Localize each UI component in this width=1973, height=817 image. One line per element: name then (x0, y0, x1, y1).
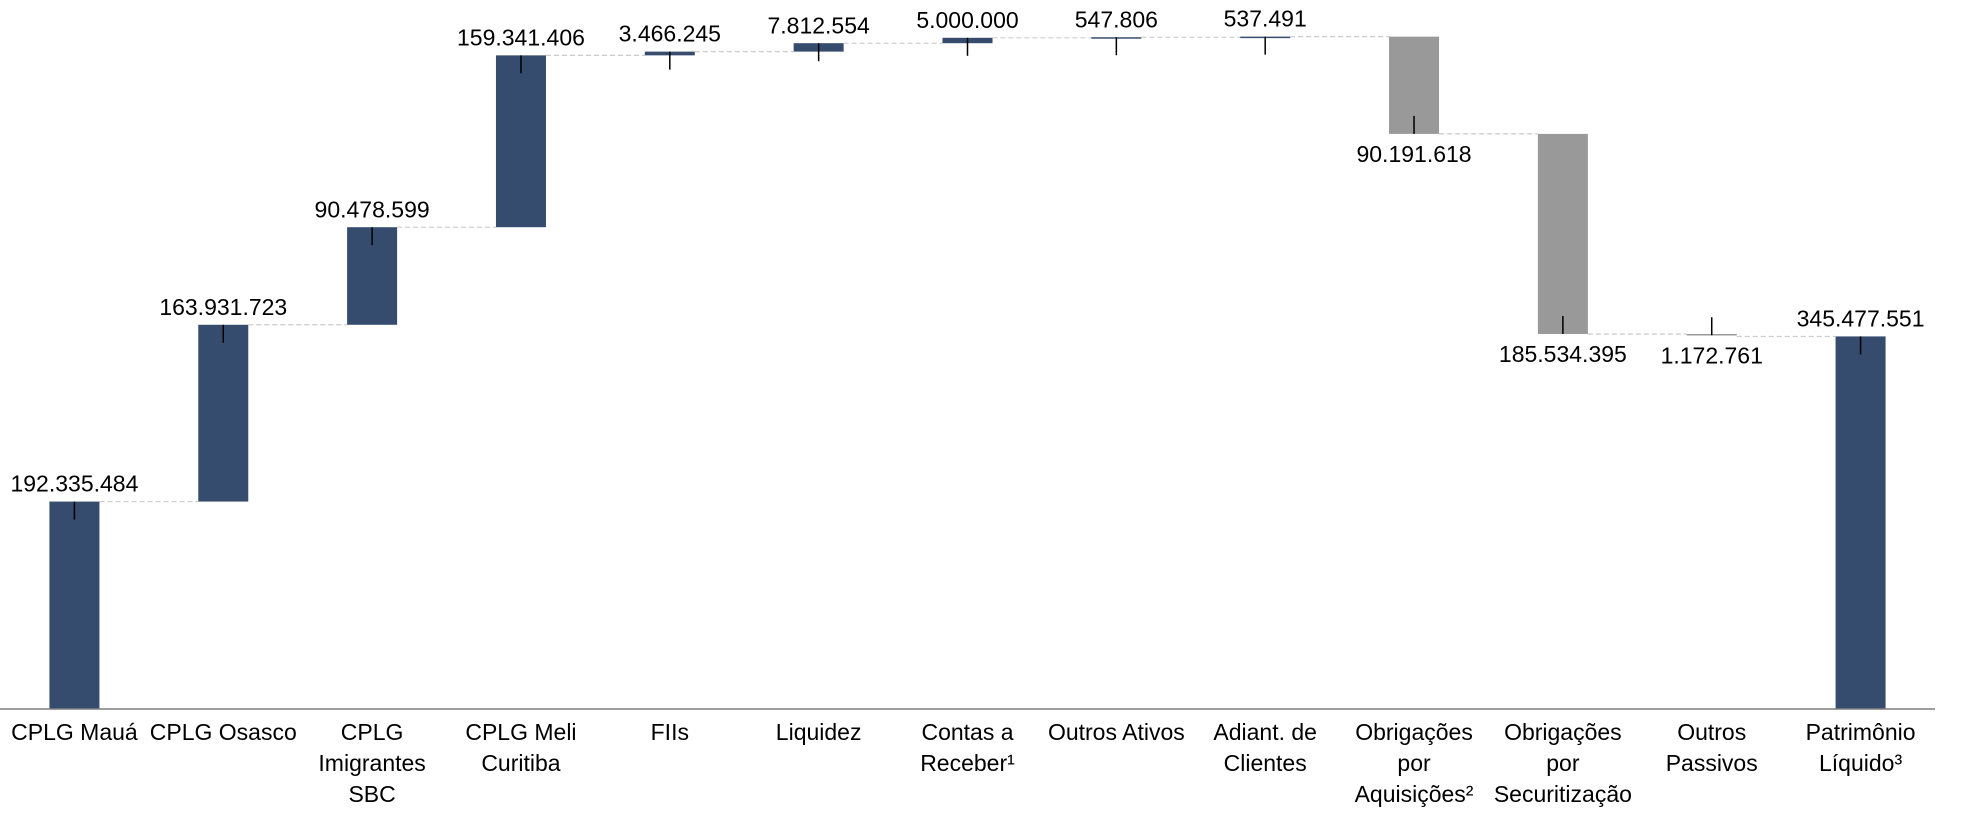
bar (1537, 133, 1588, 334)
value-label: 345.477.551 (1797, 305, 1925, 331)
x-tick-label: CPLG Meli Curitiba (465, 719, 577, 776)
value-label: 1.172.761 (1661, 342, 1763, 368)
value-label: 159.341.406 (457, 24, 585, 50)
x-tick-label: FIIs (650, 719, 689, 745)
bar (198, 324, 249, 502)
bar (1835, 336, 1886, 709)
bar (495, 55, 546, 228)
value-label: 192.335.484 (10, 471, 138, 497)
x-tick-label: Contas a Receber¹ (920, 719, 1015, 776)
x-tick-label: CPLG Mauá (11, 719, 138, 745)
value-label: 5.000.000 (916, 7, 1018, 33)
x-tick-label: CPLG Osasco (149, 719, 297, 745)
value-label: 7.812.554 (767, 12, 870, 38)
value-label: 3.466.245 (619, 21, 721, 47)
value-label: 163.931.723 (159, 294, 287, 320)
value-label: 90.478.599 (315, 196, 430, 222)
x-tick-label: Patrimônio Líquido³ (1805, 719, 1916, 776)
x-tick-label: Adiant. de Clientes (1213, 719, 1317, 776)
x-tick-label: Outros Ativos (1047, 719, 1185, 745)
value-label: 90.191.618 (1356, 141, 1471, 167)
value-label: 547.806 (1075, 6, 1158, 32)
x-tick-label: Outros Passivos (1665, 719, 1758, 776)
value-label: 537.491 (1224, 6, 1307, 32)
value-label: 185.534.395 (1499, 341, 1627, 367)
x-tick-label: Obrigações por Aquisições² (1354, 719, 1474, 807)
x-tick-label: Liquidez (775, 719, 862, 745)
x-tick-label: Obrigações por Securitização (1493, 719, 1632, 807)
bar (49, 501, 100, 709)
x-tick-label: CPLG Imigrantes SBC (318, 719, 426, 807)
